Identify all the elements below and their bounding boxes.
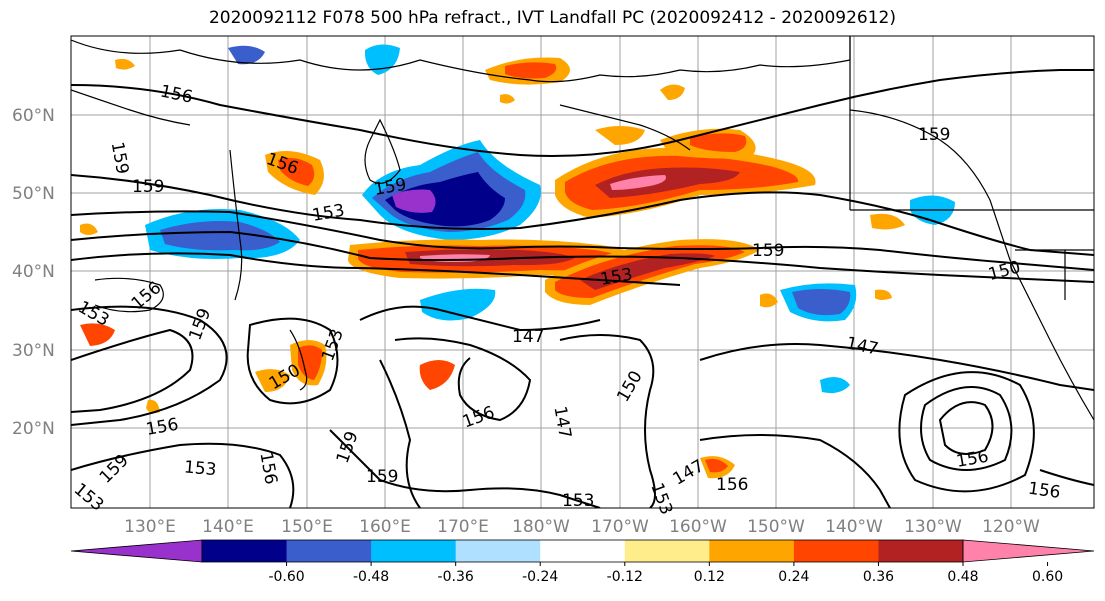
map-frame	[70, 35, 1095, 509]
contour-label: 159	[752, 241, 784, 261]
colorbar-outline	[201, 539, 964, 563]
colorbar-extend-low	[70, 539, 203, 563]
longitude-labels: 130°E 140°E 150°E 160°E 170°E 180°W 170°…	[124, 517, 1040, 537]
colorbar-tick-label: 0.12	[694, 569, 725, 585]
colorbar-tick-label: 0.48	[947, 569, 978, 585]
lon-label: 180°W	[512, 517, 570, 537]
contour-label: 153	[562, 491, 594, 511]
lon-label: 160°E	[359, 517, 411, 537]
contour-label: 147	[512, 327, 544, 347]
colorbar-tick-label: -0.60	[268, 569, 304, 585]
colorbar-swatch	[878, 540, 964, 562]
lat-label-50n: 50°N	[12, 184, 55, 204]
contour-label: 159	[132, 177, 164, 197]
map-title: 2020092112 F078 500 hPa refract., IVT La…	[208, 8, 896, 28]
colorbar-tick-label: 0.60	[1032, 569, 1063, 585]
lon-label: 130°E	[124, 517, 176, 537]
lon-label: 160°W	[669, 517, 727, 537]
colorbar-swatch	[709, 540, 795, 562]
gridlines	[71, 36, 1094, 508]
colorbar-tick-label: -0.24	[522, 569, 558, 585]
colorbar-tick-label: -0.48	[353, 569, 389, 585]
colorbar-swatch	[540, 540, 626, 562]
height-contours	[71, 69, 1094, 508]
colorbar-swatch	[793, 540, 879, 562]
latitude-labels: 60°N 50°N 40°N 30°N 20°N	[12, 106, 55, 439]
colorbar-swatch	[624, 540, 710, 562]
lon-label: 150°W	[747, 517, 805, 537]
colorbar-extend-high	[962, 539, 1095, 563]
colorbar-swatch	[202, 540, 288, 562]
colorbar-swatch	[455, 540, 541, 562]
lat-label-20n: 20°N	[12, 419, 55, 439]
lon-label: 120°W	[982, 517, 1040, 537]
contour-label: 156	[716, 475, 748, 495]
colorbar-swatch	[371, 540, 457, 562]
colorbar-tick-label: -0.12	[607, 569, 643, 585]
lon-label: 140°E	[202, 517, 254, 537]
lat-label-60n: 60°N	[12, 106, 55, 126]
colorbar: -0.60 -0.48 -0.36 -0.24 -0.12 0.12 0.24 0.36 0.4…	[70, 539, 1095, 585]
lon-label: 150°E	[281, 517, 333, 537]
colorbar-tick-label: 0.36	[863, 569, 894, 585]
contour-label: 159	[366, 467, 398, 487]
lat-label-40n: 40°N	[12, 262, 55, 282]
colorbar-tick-label: -0.36	[438, 569, 474, 585]
contour-label: 159	[918, 125, 950, 145]
contour-label: 153	[183, 457, 217, 480]
lon-label: 170°W	[591, 517, 649, 537]
lat-label-30n: 30°N	[12, 341, 55, 361]
lon-label: 130°W	[904, 517, 962, 537]
colorbar-tick-label: 0.24	[778, 569, 809, 585]
lon-label: 140°W	[825, 517, 883, 537]
contour-label: 156	[1027, 479, 1062, 503]
colorbar-swatch	[286, 540, 372, 562]
lon-label: 170°E	[437, 517, 489, 537]
coastlines	[71, 36, 1094, 421]
